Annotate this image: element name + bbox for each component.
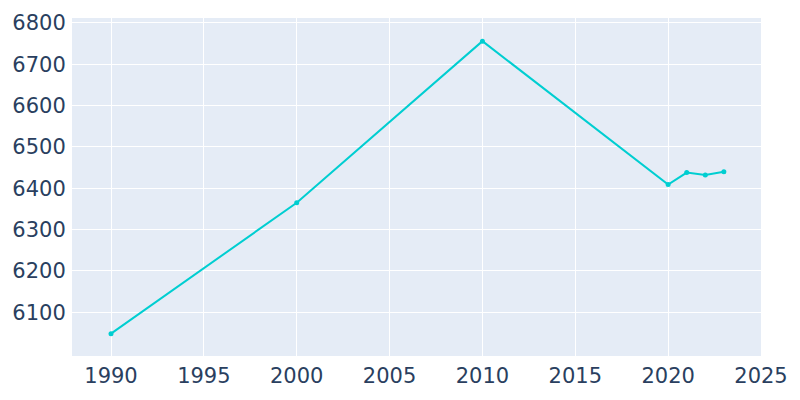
svg-text:6200: 6200 [12, 259, 65, 283]
svg-text:2020: 2020 [641, 364, 694, 388]
svg-text:2000: 2000 [270, 364, 323, 388]
svg-text:2015: 2015 [549, 364, 602, 388]
svg-text:6500: 6500 [12, 135, 65, 159]
svg-text:2025: 2025 [734, 364, 787, 388]
svg-text:6300: 6300 [12, 218, 65, 242]
svg-text:1990: 1990 [84, 364, 137, 388]
svg-text:2005: 2005 [363, 364, 416, 388]
svg-text:6800: 6800 [12, 11, 65, 35]
svg-text:2010: 2010 [456, 364, 509, 388]
svg-text:6100: 6100 [12, 301, 65, 325]
svg-text:6600: 6600 [12, 94, 65, 118]
svg-text:6700: 6700 [12, 53, 65, 77]
svg-text:6400: 6400 [12, 177, 65, 201]
svg-text:1995: 1995 [177, 364, 230, 388]
